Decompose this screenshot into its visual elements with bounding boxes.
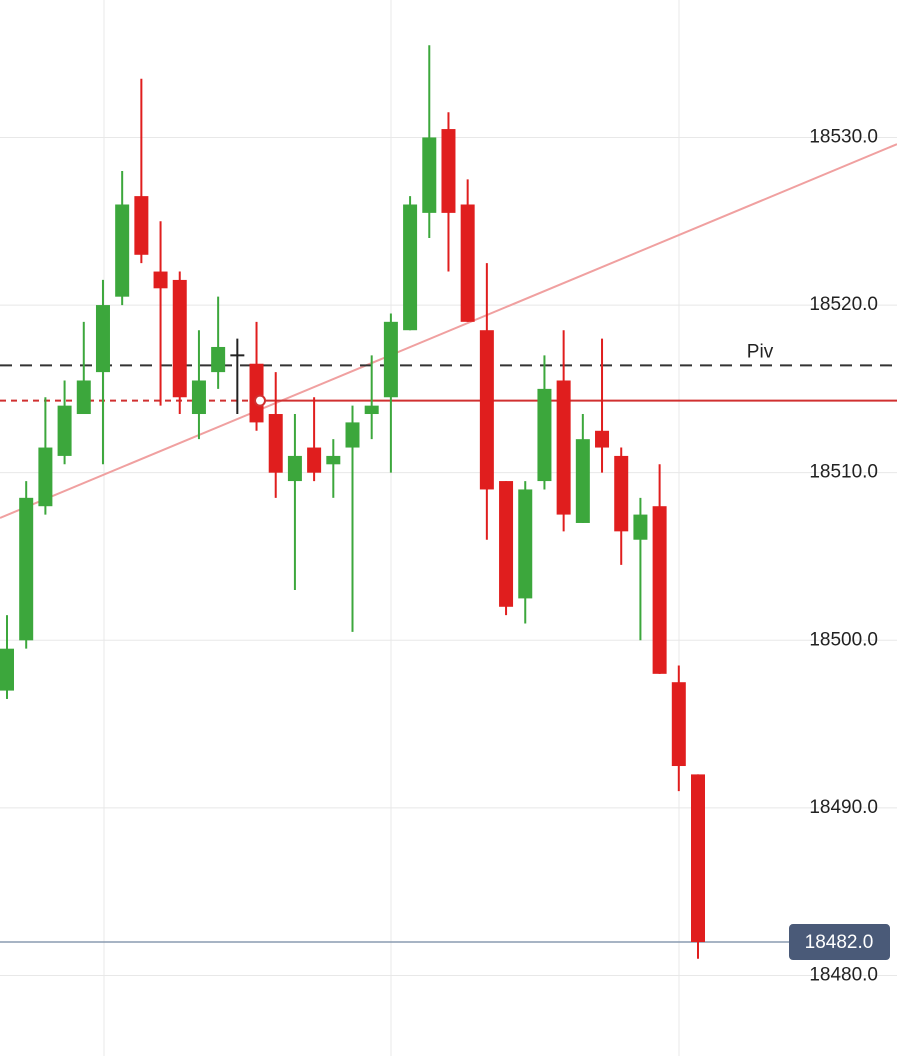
trendline [0, 143, 897, 519]
price-tag-label: 18482.0 [805, 932, 874, 953]
candle-body [326, 455, 341, 465]
candle-body [652, 506, 667, 674]
candle-body [383, 321, 398, 398]
candle-body [268, 414, 283, 473]
anchor-point [254, 394, 266, 407]
candle-body [0, 648, 14, 691]
candle-body [134, 196, 149, 255]
candle-body [115, 204, 130, 297]
candle-body [191, 380, 206, 415]
candle-body [57, 405, 72, 456]
candle-body [364, 405, 379, 415]
candle-body [172, 279, 187, 398]
candle-body [249, 363, 264, 423]
candle-body [95, 305, 110, 373]
candle-body [345, 422, 360, 448]
candle-body [614, 455, 629, 532]
y-tick-label: 18530.0 [809, 126, 878, 147]
price-tag [789, 924, 890, 961]
candle-body [76, 380, 91, 415]
candle-body [230, 354, 245, 357]
candle-body [19, 497, 34, 641]
candle-body [691, 774, 705, 943]
candle-body [38, 447, 53, 507]
candle-body [518, 489, 533, 599]
candle-body [575, 439, 590, 523]
candle-body [422, 137, 437, 213]
candle-body [633, 514, 648, 540]
pivot-label: Piv [747, 341, 774, 362]
candle-body [307, 447, 322, 473]
candle-body [479, 330, 494, 490]
y-tick-label: 18520.0 [809, 294, 878, 315]
candle-body [287, 455, 302, 482]
candle-body [211, 346, 226, 373]
y-tick-label: 18490.0 [809, 797, 878, 818]
y-tick-label: 18510.0 [809, 462, 878, 483]
candle-body [153, 271, 168, 289]
candle-body [671, 682, 686, 767]
candle-body [556, 380, 571, 515]
candle-body [537, 388, 552, 482]
candle-body [499, 481, 514, 607]
candle-body [403, 204, 418, 331]
candle-body [595, 430, 610, 448]
y-tick-label: 18480.0 [809, 965, 878, 986]
candle-body [441, 129, 456, 213]
y-tick-label: 18500.0 [809, 629, 878, 650]
candle-body [460, 204, 475, 322]
